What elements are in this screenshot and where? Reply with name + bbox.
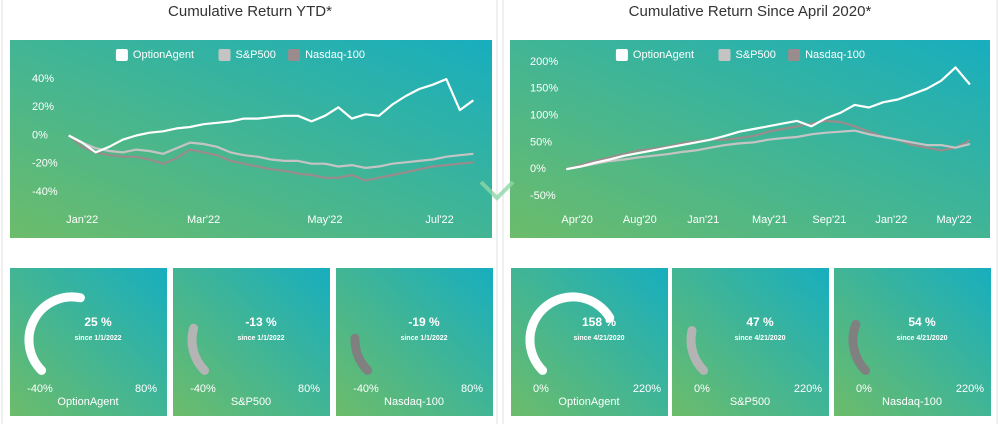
gauge-arc [187,323,210,375]
x-tick-label: Sep'21 [812,214,846,226]
gauge-value: 47 % [746,315,774,329]
gauge-subtitle: since 4/21/2020 [735,335,786,342]
legend-swatch [115,49,128,61]
gauge-card [672,268,829,416]
legend-label: Nasdaq-100 [305,49,365,61]
y-tick-label: -50% [530,190,556,202]
y-tick-label: 200% [530,56,558,68]
gauge-subtitle: since 4/21/2020 [897,335,948,342]
y-tick-label: 100% [530,109,558,121]
gauge-name: S&P500 [730,396,770,408]
y-tick-label: 150% [530,83,558,95]
gauge-value: -13 % [245,315,277,329]
gauge-max-label: 220% [633,383,661,395]
gauge-min-label: 0% [694,383,710,395]
y-tick-label: 20% [32,101,54,113]
y-tick-label: -40% [32,186,58,198]
gauge-name: OptionAgent [558,396,619,408]
gauge-name: S&P500 [231,396,271,408]
gauge-arc [350,333,373,375]
gauge-value: 25 % [84,315,112,329]
gauge-card [834,268,991,416]
legend-swatch [218,49,231,61]
gauge-max-label: 80% [461,383,483,395]
gauge-value: 54 % [908,315,936,329]
legend-swatch [288,49,301,61]
y-tick-label: 50% [530,136,552,148]
chart-title: Cumulative Return YTD* [168,3,332,20]
gauge-subtitle: since 1/1/2022 [400,335,447,342]
gauge-arc [686,326,709,375]
x-tick-label: Aug'20 [623,214,657,226]
gauge-card [173,268,330,416]
gauge-value: -19 % [408,315,440,329]
legend-label: S&P500 [736,49,776,61]
gauge-min-label: 0% [856,383,872,395]
series-line [566,129,971,171]
series-line [68,134,474,169]
gauge-value: 158 % [582,315,616,329]
x-tick-label: May'22 [307,214,342,226]
gauge-arc [525,292,615,375]
legend-swatch [615,49,628,61]
gauge-min-label: -40% [190,383,216,395]
y-tick-label: -20% [32,158,58,170]
x-tick-label: May'21 [752,214,787,226]
x-tick-label: Apr'20 [561,214,592,226]
gauge-max-label: 220% [794,383,822,395]
series-line [67,134,474,182]
legend-label: Nasdaq-100 [805,49,865,61]
legend-label: OptionAgent [133,49,194,61]
x-tick-label: Mar'22 [187,214,220,226]
gauge-max-label: 80% [298,383,320,395]
gauge-subtitle: since 1/1/2022 [74,335,121,342]
y-tick-label: 0% [32,129,48,141]
gauge-name: Nasdaq-100 [882,396,942,408]
y-tick-label: 0% [530,163,546,175]
gauge-max-label: 80% [135,383,157,395]
gauge-card [336,268,493,416]
legend-label: OptionAgent [633,49,694,61]
legend-swatch [788,49,801,61]
gauge-name: Nasdaq-100 [384,396,444,408]
series-line [566,66,971,171]
x-tick-label: Jan'22 [875,214,907,226]
x-tick-label: Jan'22 [66,214,98,226]
x-tick-label: May'22 [936,214,971,226]
gauge-arc [848,319,871,375]
gauge-card [511,268,668,416]
gauge-max-label: 220% [956,383,984,395]
gauge-card [10,268,167,416]
y-tick-label: 40% [32,73,54,85]
gauge-min-label: 0% [533,383,549,395]
gauge-arc [24,292,85,375]
gauge-min-label: -40% [27,383,53,395]
chart-panel [510,40,990,238]
chart-title: Cumulative Return Since April 2020* [629,3,872,20]
gauge-subtitle: since 1/1/2022 [237,335,284,342]
legend-label: S&P500 [236,49,276,61]
scroll-chevron[interactable] [479,180,515,201]
series-line [68,78,474,154]
content: Cumulative Return YTD* 40% 20% 0% -20% -40% Ja… [10,3,991,416]
chart-panel [10,40,492,238]
x-tick-label: Jan'21 [687,214,719,226]
legend-swatch [718,49,731,61]
gauge-subtitle: since 4/21/2020 [574,335,625,342]
gauge-name: OptionAgent [57,396,118,408]
x-tick-label: Jul'22 [425,214,453,226]
gauge-min-label: -40% [353,383,379,395]
